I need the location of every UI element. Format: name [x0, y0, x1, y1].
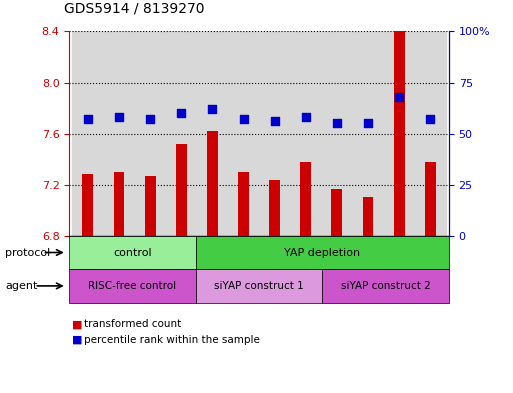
Bar: [113, 172, 125, 236]
Text: protocol: protocol: [5, 248, 50, 257]
Point: [177, 110, 185, 116]
Bar: [134, 31, 166, 236]
Bar: [415, 31, 446, 236]
Bar: [363, 197, 373, 236]
Text: siYAP construct 2: siYAP construct 2: [341, 281, 430, 291]
Text: control: control: [113, 248, 152, 257]
Bar: [207, 131, 218, 236]
Bar: [269, 180, 280, 236]
Point: [146, 116, 154, 123]
Bar: [197, 31, 228, 236]
Text: siYAP construct 1: siYAP construct 1: [214, 281, 304, 291]
Point: [395, 94, 403, 100]
Bar: [104, 31, 134, 236]
Text: YAP depletion: YAP depletion: [284, 248, 361, 257]
Bar: [176, 144, 187, 236]
Point: [426, 116, 435, 123]
Bar: [425, 162, 436, 236]
Text: agent: agent: [5, 281, 37, 291]
Bar: [331, 189, 342, 236]
Bar: [228, 31, 259, 236]
Bar: [352, 31, 384, 236]
Text: percentile rank within the sample: percentile rank within the sample: [84, 335, 260, 345]
Point: [115, 114, 123, 120]
Bar: [300, 162, 311, 236]
Text: RISC-free control: RISC-free control: [88, 281, 176, 291]
Point: [270, 118, 279, 125]
Point: [84, 116, 92, 123]
Bar: [83, 174, 93, 236]
Point: [364, 120, 372, 127]
Bar: [321, 31, 352, 236]
Bar: [393, 12, 405, 236]
Text: ■: ■: [72, 335, 82, 345]
Point: [333, 120, 341, 127]
Bar: [259, 31, 290, 236]
Bar: [384, 31, 415, 236]
Bar: [166, 31, 197, 236]
Point: [208, 106, 216, 112]
Text: ■: ■: [72, 319, 82, 329]
Point: [240, 116, 248, 123]
Bar: [145, 176, 155, 236]
Bar: [290, 31, 321, 236]
Text: GDS5914 / 8139270: GDS5914 / 8139270: [64, 2, 205, 16]
Text: transformed count: transformed count: [84, 319, 181, 329]
Point: [302, 114, 310, 120]
Bar: [238, 172, 249, 236]
Bar: [72, 31, 104, 236]
